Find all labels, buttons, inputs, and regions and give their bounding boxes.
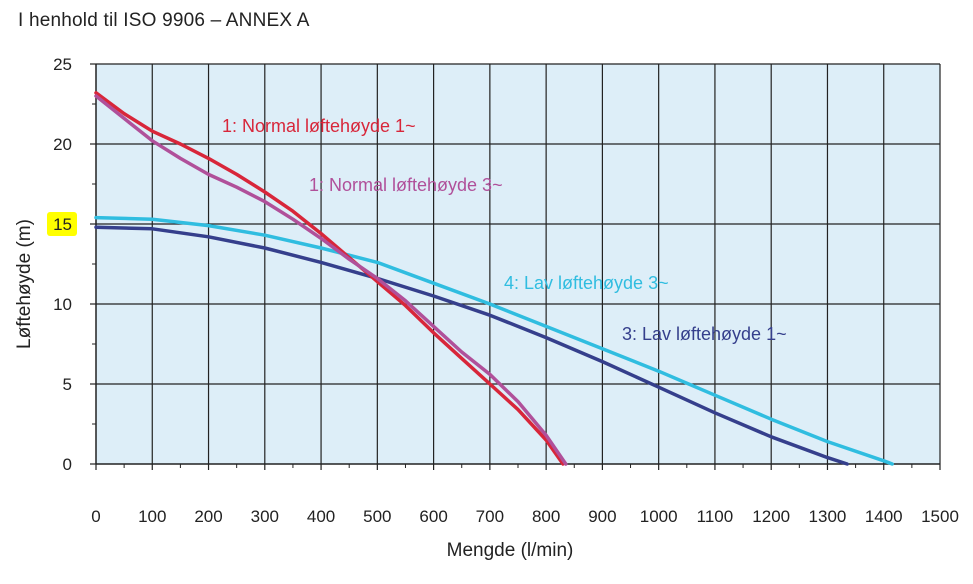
series-line-1	[94, 91, 565, 466]
x-tick-label: 600	[419, 507, 447, 526]
series-label-2: 1: Normal løftehøyde 3~	[309, 175, 503, 195]
x-axis-title: Mengde (l/min)	[447, 540, 574, 561]
y-tick-label: 10	[53, 295, 72, 314]
axes: 0 100 200 300 400 500 600 700 800 900 1000 1100 1200…	[47, 55, 959, 526]
y-tick-label: 20	[53, 135, 72, 154]
series-label-4: 4: Lav løftehøyde 3~	[504, 273, 669, 293]
x-tick-label: 100	[138, 507, 166, 526]
plot-area	[96, 64, 940, 464]
x-tick-label: 1000	[640, 507, 678, 526]
x-tick-label: 500	[363, 507, 391, 526]
x-tick-label: 700	[476, 507, 504, 526]
y-tick-label: 5	[63, 375, 72, 394]
y-tick-label: 15	[53, 215, 72, 234]
x-tick-label: 1400	[865, 507, 903, 526]
series-line-3	[94, 225, 849, 466]
y-tick-label: 0	[63, 455, 72, 474]
series-labels: 1: Normal løftehøyde 1~ 1: Normal løftehø…	[222, 116, 787, 344]
x-tick-label: 0	[91, 507, 100, 526]
y-tick-highlight	[47, 212, 77, 236]
x-tick-label: 1500	[921, 507, 959, 526]
grid-lines	[96, 63, 941, 464]
x-tick-label: 1300	[809, 507, 847, 526]
chart-title: I henhold til ISO 9906 – ANNEX A	[18, 10, 310, 31]
x-tick-label: 300	[251, 507, 279, 526]
y-tick-label: 25	[53, 55, 72, 74]
series-line-2	[94, 94, 568, 466]
x-tick-label: 200	[194, 507, 222, 526]
x-tick-label: 800	[532, 507, 560, 526]
y-axis-title: Løftehøyde (m)	[14, 219, 35, 349]
series-lines	[94, 91, 894, 466]
series-label-3: 3: Lav løftehøyde 1~	[622, 324, 787, 344]
x-tick-label: 1200	[752, 507, 790, 526]
x-tick-label: 400	[307, 507, 335, 526]
series-label-1: 1: Normal løftehøyde 1~	[222, 116, 416, 136]
series-line-4	[94, 215, 894, 466]
x-tick-label: 1100	[697, 507, 734, 526]
x-tick-label: 900	[588, 507, 616, 526]
axis-titles: Mengde (l/min) Løftehøyde (m)	[14, 219, 573, 561]
